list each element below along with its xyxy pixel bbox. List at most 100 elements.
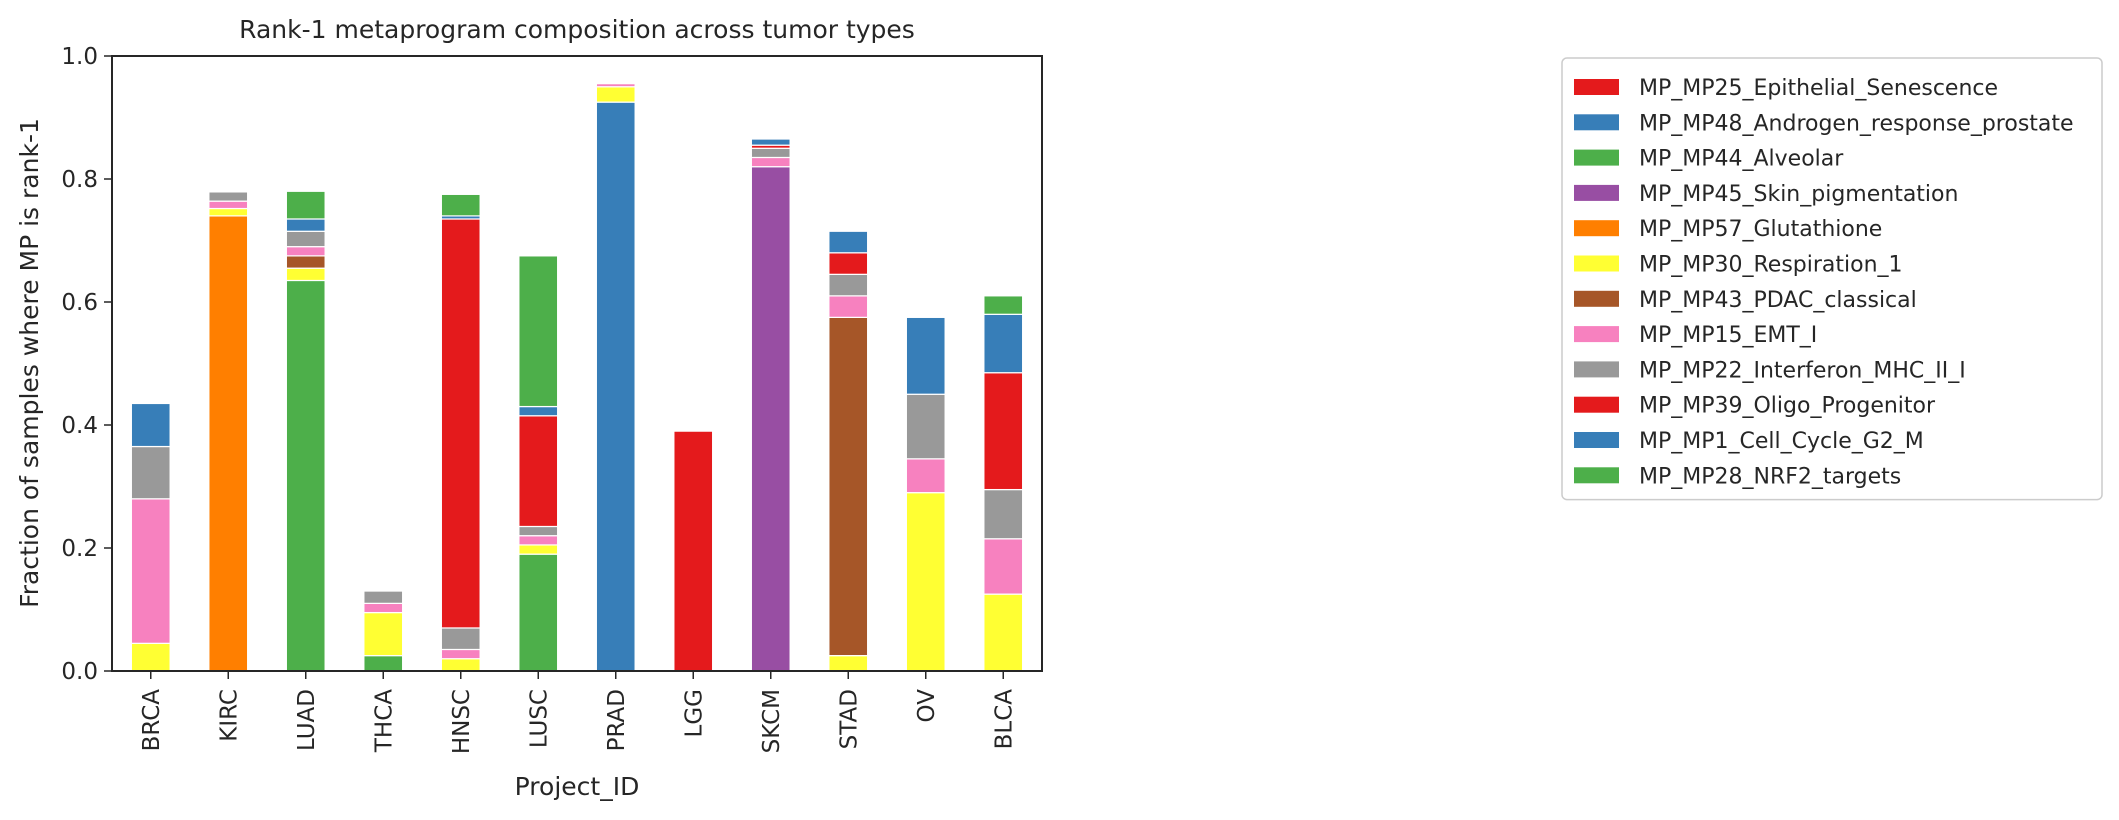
legend-entry: MP_MP43_PDAC_classical <box>1639 288 1917 313</box>
legend-swatch <box>1574 114 1619 131</box>
legend-entry: MP_MP44_Alveolar <box>1639 147 1844 172</box>
x-tick-label-thca: THCA <box>371 689 397 753</box>
bar-segment-hnsc-7 <box>440 648 481 660</box>
y-tick-label: 1.0 <box>61 44 98 70</box>
bar-segment-hnsc-8 <box>440 627 481 651</box>
x-tick-label-lgg: LGG <box>681 689 707 737</box>
x-axis-ticks: BRCA KIRC LUAD THCA HNSC LUSC PRAD LGG SKCM STAD O… <box>139 671 1017 754</box>
y-axis-label: Fraction of samples where MP is rank-1 <box>15 118 44 608</box>
x-axis-label: Project_ID <box>515 772 640 801</box>
legend-swatch <box>1574 467 1619 484</box>
bar-segment-lusc-10 <box>518 405 559 417</box>
bar-segment-brca-5 <box>130 642 171 672</box>
bar-segment-kirc-5 <box>208 207 249 217</box>
bar-segment-ov-7 <box>905 458 946 494</box>
legend-swatch <box>1574 184 1619 201</box>
plot-area <box>130 83 1024 672</box>
bar-segment-hnsc-5 <box>440 658 481 672</box>
bar-segment-luad-5 <box>285 267 326 282</box>
bar-segment-kirc-7 <box>208 200 249 210</box>
legend-swatch <box>1574 432 1619 448</box>
legend-frame <box>1561 57 2103 501</box>
bar-segment-hnsc-9 <box>440 218 481 629</box>
legend-swatch <box>1574 290 1619 307</box>
bar-segment-thca-7 <box>363 602 404 614</box>
x-tick-label-kirc: KIRC <box>216 689 242 742</box>
x-tick-label-luad: LUAD <box>294 689 320 751</box>
y-axis-ticks: 0.0 0.2 0.4 0.6 0.8 1.0 <box>61 44 112 685</box>
x-tick-label-prad: PRAD <box>604 689 630 751</box>
bar-segment-blca-8 <box>983 488 1024 540</box>
bar-segment-kirc-8 <box>208 191 249 202</box>
legend-swatch <box>1574 79 1619 95</box>
legend-entry: MP_MP30_Respiration_1 <box>1639 253 1903 278</box>
bar-segment-prad-5 <box>595 86 636 103</box>
chart-title: Rank-1 metaprogram composition across tu… <box>239 15 915 44</box>
bar-segment-hnsc-11 <box>440 193 481 217</box>
y-tick-label: 0.4 <box>61 413 98 439</box>
legend-entry: MP_MP22_Interferon_MHC_II_I <box>1639 358 1966 383</box>
x-tick-label-stad: STAD <box>836 689 862 749</box>
bar-segment-prad-7 <box>595 83 636 88</box>
x-tick-label-ov: OV <box>914 689 940 723</box>
bar-segment-lusc-5 <box>518 544 559 555</box>
bar-segment-stad-9 <box>828 252 869 275</box>
bar-segment-ov-5 <box>905 492 946 672</box>
bar-segment-blca-11 <box>983 295 1024 315</box>
x-tick-label-hnsc: HNSC <box>449 689 475 754</box>
legend-swatch <box>1574 361 1619 378</box>
legend-swatch <box>1574 396 1619 413</box>
legend-swatch <box>1574 149 1619 166</box>
bar-segment-prad-1 <box>595 101 636 672</box>
bar-segment-luad-2 <box>285 279 326 672</box>
legend-swatch <box>1574 326 1619 343</box>
bar-segment-blca-7 <box>983 538 1024 595</box>
legend-entry: MP_MP48_Androgen_response_prostate <box>1639 111 2074 136</box>
legend-entry: MP_MP15_EMT_I <box>1639 323 1817 348</box>
bar-segment-stad-10 <box>828 230 869 254</box>
bar-segment-skcm-8 <box>750 147 791 159</box>
legend-entry: MP_MP1_Cell_Cycle_G2_M <box>1639 429 1924 454</box>
bar-segment-brca-8 <box>130 445 171 500</box>
bar-segment-thca-2 <box>363 655 404 672</box>
legend-entry: MP_MP25_Epithelial_Senescence <box>1639 76 1998 101</box>
x-tick-label-skcm: SKCM <box>759 689 785 753</box>
bar-segment-kirc-4 <box>208 215 249 672</box>
x-tick-label-brca: BRCA <box>139 689 165 752</box>
plot-frame <box>111 55 1043 672</box>
bar-segment-stad-7 <box>828 295 869 318</box>
bar-segment-lusc-2 <box>518 553 559 672</box>
bar-segment-lusc-8 <box>518 525 559 537</box>
bar-segment-luad-7 <box>285 246 326 257</box>
bar-segment-brca-10 <box>130 402 171 448</box>
bar-segment-skcm-3 <box>750 166 791 672</box>
bar-segment-stad-5 <box>828 655 869 672</box>
bar-segment-ov-10 <box>905 316 946 395</box>
legend-swatch <box>1574 220 1619 237</box>
legend: MP_MP25_Epithelial_Senescence MP_MP48_And… <box>1561 57 2103 501</box>
y-tick-label: 0.6 <box>61 290 98 316</box>
x-tick-label-blca: BLCA <box>991 689 1017 750</box>
bar-segment-blca-9 <box>983 372 1024 491</box>
bar-segment-lusc-7 <box>518 535 559 546</box>
bar-segment-brca-7 <box>130 498 171 644</box>
bar-segment-stad-6 <box>828 316 869 657</box>
bar-segment-blca-5 <box>983 593 1024 672</box>
legend-entry: MP_MP45_Skin_pigmentation <box>1639 182 1958 207</box>
bar-segment-luad-8 <box>285 230 326 248</box>
y-tick-label: 0.8 <box>61 167 98 193</box>
bar-segment-blca-10 <box>983 313 1024 374</box>
bar-segment-skcm-10 <box>750 138 791 146</box>
bar-segment-lusc-11 <box>518 255 559 408</box>
bar-segment-thca-5 <box>363 611 404 657</box>
bar-segment-lusc-9 <box>518 415 559 528</box>
bar-segment-skcm-7 <box>750 156 791 168</box>
legend-entry: MP_MP39_Oligo_Progenitor <box>1639 394 1936 419</box>
y-tick-label: 0.2 <box>61 536 98 562</box>
bar-segment-luad-6 <box>285 255 326 269</box>
bar-segment-ov-8 <box>905 393 946 460</box>
bar-segment-luad-10 <box>285 218 326 232</box>
legend-swatch <box>1574 255 1619 272</box>
y-tick-label: 0.0 <box>61 659 98 685</box>
